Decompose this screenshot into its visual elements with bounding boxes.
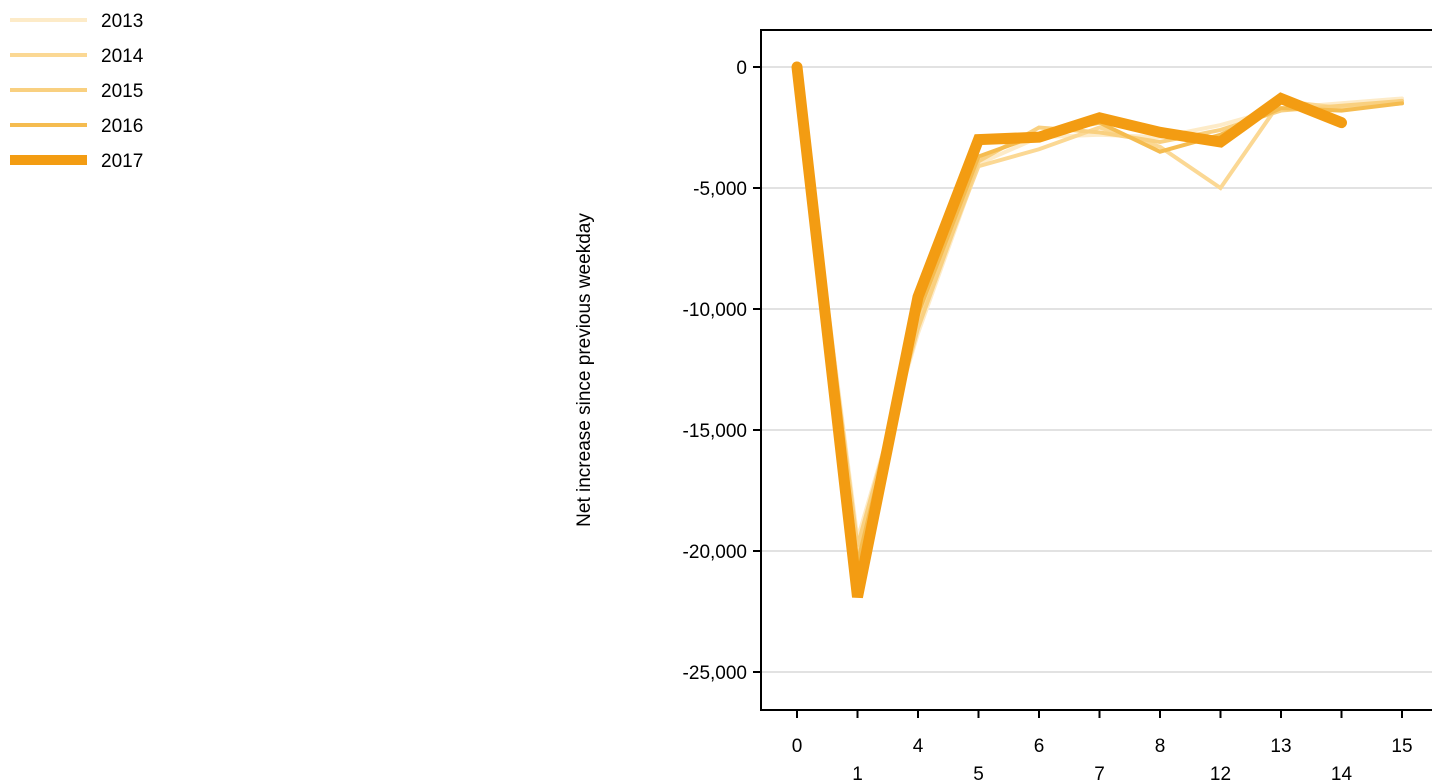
x-tick-label: 14 <box>1331 764 1353 783</box>
x-tick-label: 12 <box>1210 764 1231 783</box>
legend-label: 2016 <box>101 116 143 137</box>
legend-label: 2017 <box>101 151 143 172</box>
x-tick-label: 13 <box>1270 736 1291 757</box>
gridlines <box>761 66 1432 673</box>
series-line-2017 <box>791 61 1347 599</box>
x-tick-label: 6 <box>1034 736 1045 757</box>
series-line-2016 <box>795 65 1404 564</box>
legend-label: 2014 <box>101 46 144 67</box>
y-axis: 0 -5,000 -10,000 -15,000 -20,000 -25,000 <box>683 58 761 684</box>
x-tick-label: 15 <box>1391 736 1412 757</box>
legend-swatch-2017 <box>10 155 87 165</box>
x-tick-label: 5 <box>973 764 984 783</box>
y-tick-label: -10,000 <box>683 300 747 321</box>
x-tick-label: 1 <box>852 764 863 783</box>
y-tick-label: -5,000 <box>693 179 747 200</box>
series-lines <box>791 61 1404 599</box>
y-axis-title: Net increase since previous weekday <box>574 213 595 527</box>
x-tick-label: 4 <box>913 736 924 757</box>
y-tick-label: -15,000 <box>683 421 747 442</box>
legend-swatch-2013 <box>10 18 87 22</box>
legend-swatch-2014 <box>10 53 87 57</box>
plot-frame <box>760 29 1432 711</box>
y-tick-label: 0 <box>736 58 747 79</box>
x-tick-label: 7 <box>1094 764 1105 783</box>
legend: 2013 2014 2015 2016 2017 <box>10 11 144 172</box>
legend-label: 2013 <box>101 11 143 32</box>
legend-label: 2015 <box>101 81 143 102</box>
y-tick-label: -20,000 <box>683 542 747 563</box>
x-tick-label: 8 <box>1155 736 1166 757</box>
x-tick-label: 0 <box>792 736 803 757</box>
legend-swatch-2015 <box>10 88 87 92</box>
y-tick-label: -25,000 <box>683 663 747 684</box>
legend-swatch-2016 <box>10 123 87 127</box>
